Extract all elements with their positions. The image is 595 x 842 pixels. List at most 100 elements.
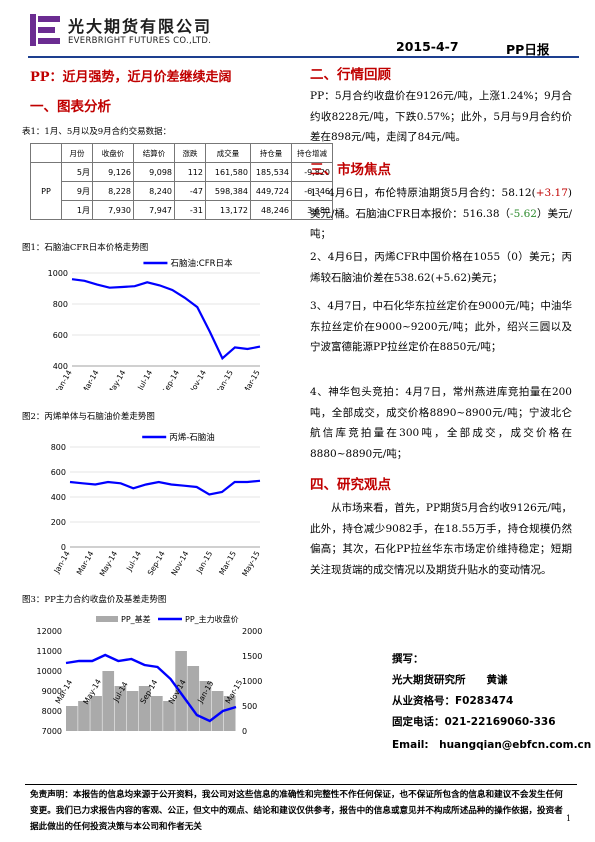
series-line [69,479,261,496]
basis-bar [175,651,187,731]
research-view-text: 从市场来看，首先，PP期货5月合约收9126元/吨，此外，持仓减少9082手，在… [310,502,572,576]
company-name-en: EVERBRIGHT FUTURES CO.,LTD. [68,36,212,46]
y-tick-label: 800 [53,300,68,309]
y-tick-label: 600 [51,468,66,477]
fig2-caption: 图2：丙烯单体与石脑油价差走势图 [22,412,155,422]
y-tick-label: 1000 [48,269,68,278]
y-tick-label: 400 [53,362,68,371]
fig1-caption: 图1：石脑油CFR日本价格走势图 [22,243,149,253]
report-title: PP：近月强势，近月价差继续走阔 [30,70,232,85]
email-address[interactable]: Email: huangqian@ebfcn.com.cn [392,739,592,751]
x-tick-label: Mar-15 [241,368,262,390]
table-header-cell: 结算价 [133,143,175,163]
propylene-spread-chart: 0 200 400 600 800 Jan-14 Mar-14 May-14 Jul-14 Sep… [51,432,262,577]
price-line [65,653,237,723]
y-tick-label: 200 [51,518,66,527]
focus-item-1-part-b: )美元/桶。石脑油CFR日本报价：516.38（ [310,187,572,220]
report-date: 2015-4-7 [396,39,459,54]
x-tick-label: May-14 [98,549,120,577]
certificate-number: 从业资格号：F0283474 [392,695,514,707]
basis-bar [78,701,90,731]
y-tick-label: 0 [61,543,66,552]
y-tick-label: 12000 [37,627,62,636]
focus-item-1: 1、4月6日，布伦特原油期货5月合约：58.12(+3.17)美元/桶。石脑油C… [310,183,572,245]
legend-label: 石脑油:CFR日本 [170,258,233,269]
table-header-cell: 收盘价 [92,143,134,163]
y2-tick-label: 1500 [242,652,262,661]
y-tick-label: 800 [51,443,66,452]
legend-label: 丙烯-石脑油 [169,432,215,443]
x-tick-label: Sep-14 [160,368,181,390]
table-header-cell: 成交量 [205,143,251,163]
table-cell: 9,126 [92,162,134,182]
focus-item-3: 3、4月7日，中石化华东拉丝定价在9000元/吨；中油华东拉丝定价在9000~9… [310,300,572,354]
y-tick-label: 9000 [42,687,62,696]
phone-number: 固定电话：021-22169060-336 [392,716,556,728]
table-header-cell: 持仓量 [250,143,292,163]
table-caption: 表1：1月、5月以及9月合约交易数据： [22,127,172,137]
pp-price-basis-chart: 7000 8000 9000 10000 11000 12000 0 500 1000 1500 2… [37,614,263,736]
author-name: 光大期货研究所 黄谦 [392,674,508,686]
report-type: PP日报 [506,42,550,57]
x-tick-label: Jul-14 [135,368,154,390]
series-line [71,278,261,361]
x-tick-label: Mar-14 [80,368,101,390]
table-cell: 8,228 [92,181,134,201]
table-cell: 3,680 [291,200,333,220]
x-tick-label: Mar-14 [75,549,96,576]
section-market-focus: 三、市场焦点 [310,162,391,178]
basis-bar [163,701,175,731]
y-tick-label: 400 [51,493,66,502]
table-cell: -31 [174,200,206,220]
table-cell: 112 [174,162,206,182]
company-name-cn: 光大期货有限公司 [68,17,213,36]
x-tick-label: Nov-14 [169,549,190,577]
table-row: PP 5月 9,126 9,098 112 161,580 185,534 -9… [30,162,333,220]
table-cell: 161,580 [205,162,251,182]
focus-item-1-part-a: 1、4月6日，布伦特原油期货5月合约：58.12( [310,187,536,199]
x-tick-label: Jan-14 [52,549,72,575]
legend-label-price: PP_主力收盘价 [185,614,239,624]
legend-label-basis: PP_基差 [121,614,151,624]
table-cell: 48,246 [250,200,292,220]
table-cell: 449,724 [250,181,292,201]
x-tick-label: May-15 [240,549,262,577]
focus-item-1-part-c: ）美元/吨； [310,207,572,241]
table-cell: -9,820 [291,162,333,182]
naphtha-change-down: -5.62 [510,207,537,220]
focus-item-2: 2、4月6日，丙烯CFR中国价格在1055（0）美元；丙烯较石脑油价差在538.… [310,251,572,284]
contract-table: 月份 收盘价 结算价 涨跌 成交量 持仓量 持仓增减 PP 5月 9,126 9… [30,143,333,220]
x-tick-label: Nov-14 [187,368,208,390]
basis-bar [114,686,127,731]
y-tick-label: 600 [53,331,68,340]
basis-bar [151,696,163,731]
basis-bar [126,691,139,731]
x-tick-label: Jan-14 [54,368,74,390]
x-tick-label: Sep-14 [146,549,167,577]
section-chart-analysis: 一、图表分析 [30,99,111,115]
footer-rule [25,784,577,831]
basis-bar [90,696,102,731]
focus-item-4: 4、神华包头竞拍：4月7日，常州燕进库竞拍量在200吨，全部成交，成交价格889… [310,386,572,460]
table-header-cell: 涨跌 [174,143,206,163]
y2-tick-label: 1000 [242,677,262,686]
x-tick-label: Jul-14 [124,549,143,573]
market-review-text: PP：5月合约收盘价在9126元/吨，上涨1.24%；9月合约收8228元/吨，… [310,90,572,144]
table-cell: -47 [174,181,206,201]
basis-bar [66,706,78,731]
basis-bar [223,696,236,731]
y2-tick-label: 2000 [242,627,262,636]
table-cell: 185,534 [250,162,292,182]
disclaimer-text: 免责声明：本报告的信息均来源于公开资料，我公司对这些信息的准确性和完整性不作任何… [30,790,563,832]
x-tick-label: Jan-15 [215,368,235,390]
table-cell: 9月 [61,181,93,201]
header-rule [28,56,579,58]
y-tick-label: 8000 [42,707,62,716]
table-row: 9月 8,228 8,240 -47 598,384 449,724 -6,34… [31,181,333,201]
table-cell: 598,384 [205,181,251,201]
table-header-cell [30,143,62,163]
table-cell: 9,098 [133,162,175,182]
section-market-review: 二、行情回顾 [310,67,391,83]
basis-bar [211,691,224,731]
naphtha-price-chart: 400 600 800 1000 Jan-14 Mar-14 May-14 Jul-14 Sep… [48,258,262,390]
